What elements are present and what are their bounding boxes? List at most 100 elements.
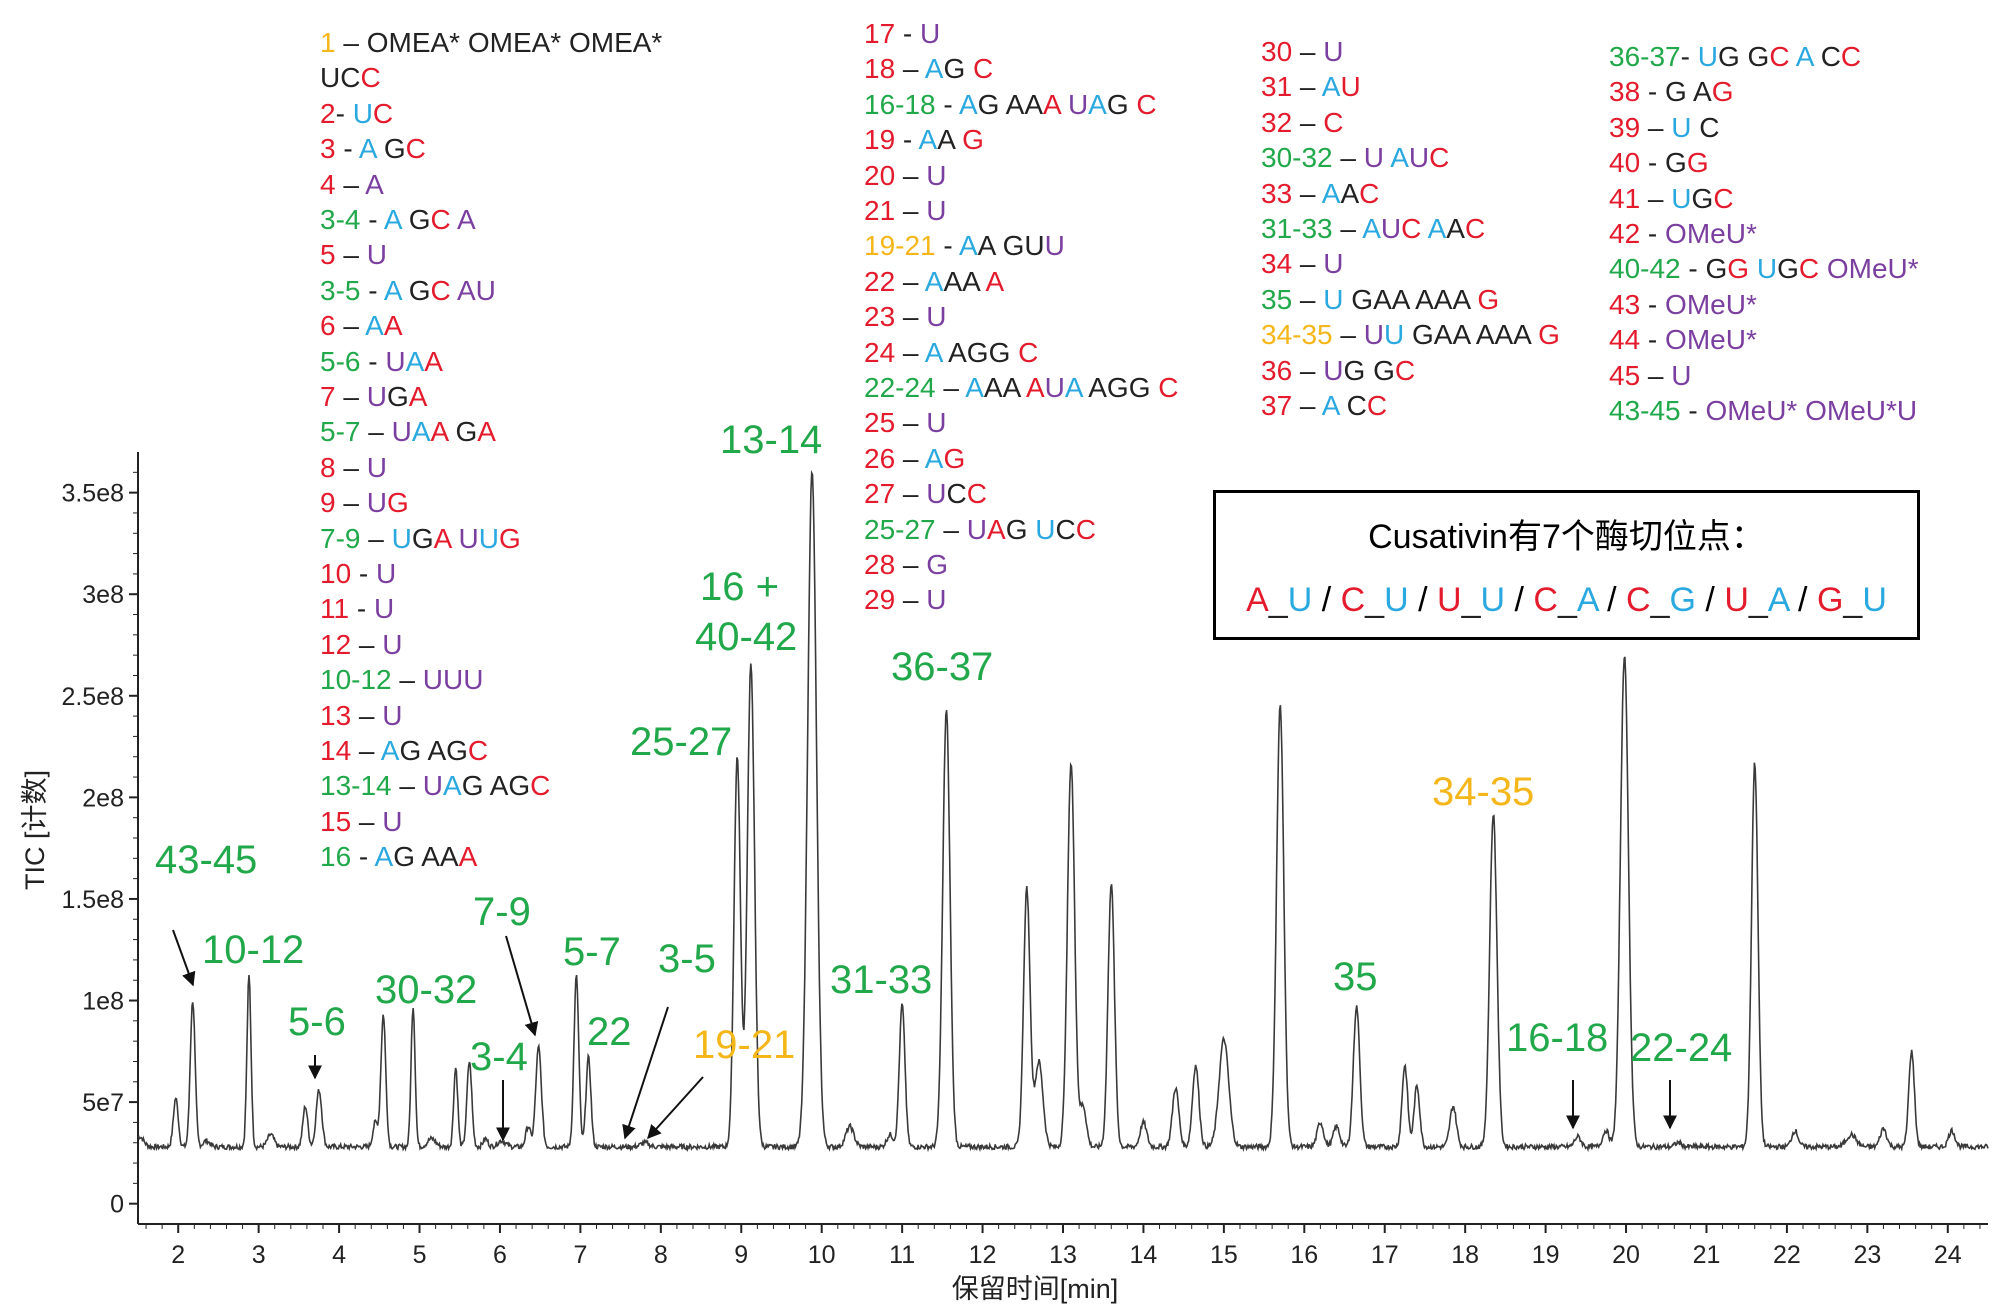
legend-line: 4 – A xyxy=(320,169,384,201)
cleavage-site-segment: A xyxy=(1246,581,1269,619)
legend-segment: – xyxy=(360,522,392,554)
legend-line: 11 - U xyxy=(320,593,394,625)
legend-segment: 3-5 xyxy=(320,274,361,306)
legend-segment: OMeU* xyxy=(1819,253,1919,285)
legend-segment: – xyxy=(935,372,966,403)
legend-segment: C xyxy=(1769,41,1790,72)
legend-segment: A xyxy=(1384,142,1409,174)
peak-arrow xyxy=(647,1076,704,1140)
legend-segment: G xyxy=(400,274,431,306)
legend-segment: – xyxy=(1292,177,1322,209)
legend-segment: C xyxy=(1713,182,1734,214)
x-tick-label: 24 xyxy=(1934,1241,1962,1269)
legend-segment: 40-42 xyxy=(1609,253,1681,285)
legend-segment: AU xyxy=(450,274,496,306)
legend-segment: A xyxy=(374,841,394,873)
legend-segment: – xyxy=(335,381,367,412)
legend-segment: – xyxy=(335,451,367,483)
x-axis-title: 保留时间[min] xyxy=(952,1274,1119,1304)
legend-segment: U xyxy=(1408,142,1430,174)
legend-segment: - xyxy=(1640,218,1666,249)
legend-segment: C xyxy=(946,478,967,510)
legend-segment: G G xyxy=(1343,354,1395,386)
legend-segment: U xyxy=(926,301,947,333)
callout-title: Cusativin有7个酶切位点： xyxy=(1368,518,1765,556)
legend-segment: G xyxy=(1777,253,1799,285)
legend-segment: 16-18 xyxy=(864,88,936,120)
legend-segment: U xyxy=(366,451,387,483)
legend-line: 3-5 - A GC AU xyxy=(320,275,496,307)
legend-segment: C xyxy=(1840,41,1862,72)
x-tick-label: 16 xyxy=(1290,1241,1318,1269)
legend-segment: – xyxy=(895,195,927,226)
legend-segment: A xyxy=(383,204,401,235)
legend-segment: U xyxy=(926,478,947,510)
legend-segment: G xyxy=(1686,147,1709,179)
legend-segment: 8 xyxy=(320,451,336,483)
legend-segment: A xyxy=(365,168,384,200)
legend-segment: 26 xyxy=(864,442,896,474)
legend-segment: – xyxy=(895,442,925,474)
cleavage-site-segment: U xyxy=(1287,581,1313,619)
cleavage-site-callout: Cusativin有7个酶切位点： A_U / C_U / U_U / C_A … xyxy=(1213,490,1920,640)
legend-segment: U xyxy=(478,522,499,554)
legend-segment: C xyxy=(1158,372,1179,403)
legend-segment: C xyxy=(360,62,381,94)
legend-segment: – xyxy=(351,628,383,660)
legend-segment: – xyxy=(895,584,927,616)
y-tick-label: 1.5e8 xyxy=(61,886,124,914)
legend-segment: C xyxy=(405,133,426,165)
legend-segment: A xyxy=(987,513,1006,545)
legend-segment: 22-24 xyxy=(864,372,936,403)
legend-line: 16-18 - AG AAA UAG C xyxy=(864,89,1157,121)
legend-line: 3 - A GC xyxy=(320,133,426,165)
legend-line: 8 – U xyxy=(320,452,387,484)
legend-segment: – xyxy=(335,239,367,271)
legend-segment: C xyxy=(1366,390,1388,421)
legend-line: 22-24 – AAA AUA AGG C xyxy=(864,372,1179,404)
legend-segment: U xyxy=(366,239,387,271)
legend-line: 7-9 – UGA UUG xyxy=(320,523,521,555)
legend-line: 32 – C xyxy=(1261,107,1344,139)
peak-arrow xyxy=(505,935,539,1037)
peak-label: 19-21 xyxy=(693,1023,796,1067)
legend-segment: C xyxy=(1401,213,1422,244)
legend-segment: A xyxy=(924,442,944,474)
legend-segment: - xyxy=(1680,41,1698,72)
legend-line: 5 – U xyxy=(320,239,387,271)
peak-label: 3-5 xyxy=(658,937,716,981)
legend-line: 19-21 - AA GUU xyxy=(864,230,1065,262)
legend-segment: U xyxy=(366,381,387,412)
legend-segment: C xyxy=(1136,88,1157,120)
legend-segment: U xyxy=(1363,142,1384,174)
legend-segment: - xyxy=(360,274,384,306)
legend-segment: U xyxy=(1044,230,1065,262)
legend-segment: OMeU* xyxy=(1665,324,1757,356)
legend-segment: 25-27 xyxy=(864,513,936,545)
legend-segment: 17 xyxy=(864,18,896,49)
peak-label: 13-14 xyxy=(720,418,823,462)
x-tick-label: 22 xyxy=(1773,1241,1801,1269)
legend-line: 30-32 – U AUC xyxy=(1261,142,1449,174)
legend-segment: A xyxy=(965,372,984,403)
legend-segment: – xyxy=(1332,213,1363,244)
legend-segment: A xyxy=(918,124,938,156)
legend-segment: U xyxy=(1340,71,1361,103)
legend-segment: G xyxy=(1711,76,1734,108)
cleavage-site-segment: U xyxy=(1384,581,1409,619)
legend-segment: U xyxy=(450,522,479,554)
legend-segment: 7-9 xyxy=(320,522,361,554)
legend-segment: 19 xyxy=(864,124,896,156)
legend-segment: 3-4 xyxy=(320,204,361,235)
legend-segment: A xyxy=(985,265,1005,297)
legend-segment: A xyxy=(958,230,978,262)
legend-line: 36 – UG GC xyxy=(1261,355,1415,387)
legend-segment: OMeU* OMeU*U xyxy=(1705,395,1918,426)
legend-segment: G xyxy=(447,416,478,448)
cleavage-site-segment: _ xyxy=(1650,581,1670,619)
legend-segment: OMeU* xyxy=(1665,288,1757,320)
legend-segment: 43 xyxy=(1609,288,1641,320)
legend-segment: A xyxy=(1362,213,1381,244)
legend-segment: – xyxy=(1332,319,1364,351)
legend-segment: U xyxy=(382,628,403,660)
